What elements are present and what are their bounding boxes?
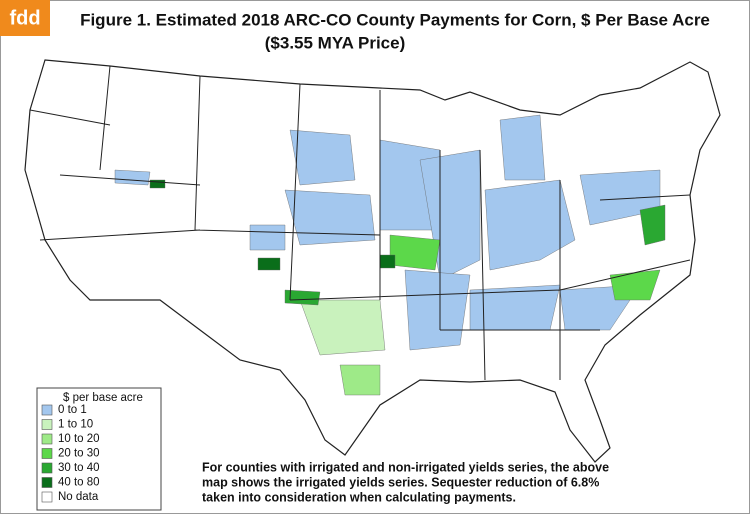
legend-swatch <box>41 477 53 488</box>
title: Figure 1. Estimated 2018 ARC-CO County P… <box>80 10 710 29</box>
patch <box>639 204 666 246</box>
patch <box>257 257 281 271</box>
legend-label: 20 to 30 <box>58 448 100 460</box>
note-line: map shows the irrigated yields series. S… <box>202 475 599 489</box>
patch <box>299 299 386 356</box>
patch <box>289 129 356 186</box>
patch <box>484 179 576 271</box>
state-borders <box>29 65 691 381</box>
patch <box>609 269 661 301</box>
patch <box>114 169 151 186</box>
legend-swatch <box>41 462 53 474</box>
subtitle: ($3.55 MYA Price) <box>265 33 405 52</box>
patch <box>379 254 396 269</box>
legend-swatch <box>41 419 53 430</box>
legend-box <box>36 387 162 511</box>
patch <box>249 224 286 251</box>
patch <box>284 189 376 246</box>
legend-swatch <box>41 404 53 416</box>
legend-label: 10 to 20 <box>58 433 100 445</box>
legend-swatch <box>41 448 53 459</box>
patch <box>284 289 321 306</box>
legend-label: 30 to 40 <box>58 462 100 474</box>
us-outline <box>24 59 721 463</box>
patch <box>404 269 471 351</box>
map <box>24 59 721 463</box>
patch <box>499 114 546 181</box>
legend-label: 0 to 1 <box>58 404 87 416</box>
logo: fdd <box>9 7 40 29</box>
note-line: taken into consideration when calculatin… <box>202 490 516 504</box>
legend-label: No data <box>58 491 99 503</box>
legend-swatch <box>41 433 53 445</box>
note-line: For counties with irrigated and non-irri… <box>202 460 609 474</box>
county-fills <box>114 114 666 396</box>
legend-swatch <box>41 491 53 503</box>
logo-box <box>0 0 50 36</box>
legend-label: 1 to 10 <box>58 419 93 431</box>
patch <box>339 364 381 396</box>
legend-label: 40 to 80 <box>58 477 100 489</box>
patch <box>389 234 441 271</box>
legend-title: $ per base acre <box>63 392 143 404</box>
legend-items: 0 to 1 1 to 10 10 to 20 20 to 30 30 to 40 40 … <box>41 404 100 503</box>
